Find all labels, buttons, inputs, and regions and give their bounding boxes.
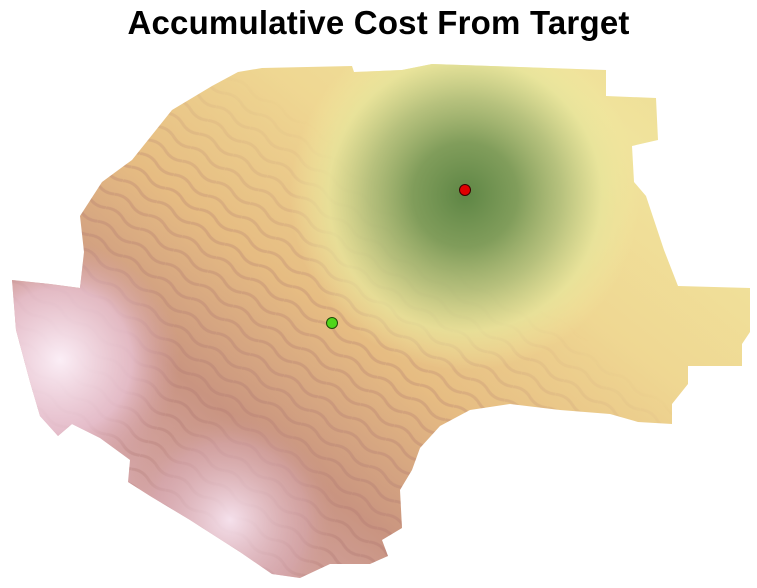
target-point-icon — [459, 184, 471, 196]
map-title: Accumulative Cost From Target — [127, 4, 630, 41]
source-point-icon — [326, 317, 338, 329]
